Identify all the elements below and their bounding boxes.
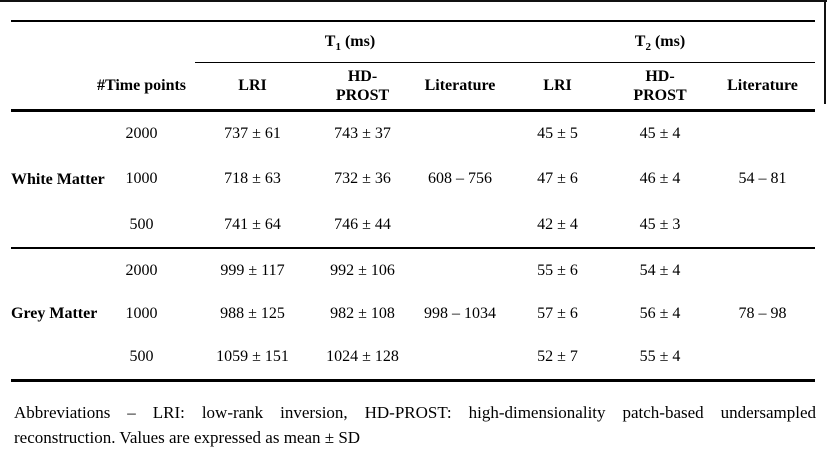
cell-t2-hd-prost: 46 ± 4 xyxy=(639,170,681,187)
hd-prost-line1: HD- xyxy=(645,67,675,85)
t1-label-subscript: 1 xyxy=(335,40,341,53)
cell-t1-lri: 737 ± 61 xyxy=(224,124,281,142)
cell-t2-lri: 47 ± 6 xyxy=(537,170,578,187)
cell-t2-literature: 54 – 81 xyxy=(738,170,787,188)
table-container: T1 (ms) T2 (ms) #Time points LRI HD- PROS… xyxy=(11,20,815,382)
cell-t1-lri: 1059 ± 151 xyxy=(216,348,289,366)
cell-t2-hd-prost: 45 ± 3 xyxy=(639,215,681,233)
header-t1-literature: Literature xyxy=(415,62,505,112)
cell-t1-hd-prost: 732 ± 36 xyxy=(334,170,391,187)
table-row: 1000 718 ± 63 732 ± 36 47 ± 6 46 ± 4 xyxy=(11,156,815,202)
cell-time-points: 1000 xyxy=(125,305,158,322)
t1-label-unit: (ms) xyxy=(340,32,376,50)
cell-t2-hd-prost: 45 ± 4 xyxy=(639,124,681,142)
cell-t1-hd-prost: 992 ± 106 xyxy=(310,247,415,292)
column-header-row: #Time points LRI HD- PROST Literature LRI… xyxy=(11,62,815,112)
cell-t1-hd-prost: 982 ± 108 xyxy=(330,305,395,322)
t2-label-base: T xyxy=(634,32,646,50)
table-row: Grey Matter 2000 999 ± 117 992 ± 106 998… xyxy=(11,247,815,380)
header-t2-lri: LRI xyxy=(505,62,610,112)
cell-t1-literature: 998 – 1034 xyxy=(415,247,505,380)
cell-time-points: 2000 xyxy=(125,124,158,142)
right-border-line xyxy=(824,0,826,104)
t2-label-unit: (ms) xyxy=(650,32,686,50)
t1-label-base: T xyxy=(324,32,336,50)
group-header-row: T1 (ms) T2 (ms) xyxy=(11,21,815,63)
cell-t1-literature: 608 – 756 xyxy=(428,170,492,188)
cell-t1-lri: 999 ± 117 xyxy=(195,247,310,292)
table-row: 1000 988 ± 125 982 ± 108 57 ± 6 56 ± 4 xyxy=(11,292,815,336)
header-t2-hd-prost: HD- PROST xyxy=(610,62,710,112)
cell-t2-lri: 45 ± 5 xyxy=(537,124,578,142)
cell-t1-lri: 988 ± 125 xyxy=(220,305,285,322)
table-row: White Matter 2000 737 ± 61 743 ± 37 608 … xyxy=(11,110,815,188)
t1-group-header: T1 (ms) xyxy=(195,21,505,63)
cell-time-points: 500 xyxy=(129,215,154,233)
empty-header-cell xyxy=(11,62,88,112)
hd-prost-line1: HD- xyxy=(347,67,378,85)
cell-t1-hd-prost: 743 ± 37 xyxy=(334,124,391,142)
cell-t1-lri: 741 ± 64 xyxy=(224,215,281,233)
empty-corner-cell xyxy=(11,21,195,62)
cell-t2-hd-prost: 56 ± 4 xyxy=(639,305,681,322)
header-time-points: #Time points xyxy=(88,62,195,112)
cell-t2-lri: 57 ± 6 xyxy=(537,305,578,322)
cell-t2-hd-prost: 55 ± 4 xyxy=(639,348,681,366)
section-label-white-matter: White Matter xyxy=(11,170,105,188)
cell-time-points: 1000 xyxy=(125,170,158,187)
cell-t1-lri: 718 ± 63 xyxy=(224,170,281,187)
header-t1-hd-prost: HD- PROST xyxy=(310,62,415,112)
section-label-grey-matter: Grey Matter xyxy=(11,247,97,380)
table-footnote: Abbreviations – LRI: low-rank inversion,… xyxy=(14,403,816,447)
hd-prost-line2: PROST xyxy=(633,86,687,104)
t2-label-subscript: 2 xyxy=(645,40,651,53)
table-row: 500 1059 ± 151 1024 ± 128 52 ± 7 55 ± 4 xyxy=(11,336,815,380)
cell-t2-literature: 78 – 98 xyxy=(710,247,815,380)
cell-time-points: 500 xyxy=(129,348,154,366)
header-t1-lri: LRI xyxy=(195,62,310,112)
top-border-line xyxy=(0,0,827,2)
t2-group-header: T2 (ms) xyxy=(505,21,815,63)
cell-t2-lri: 55 ± 6 xyxy=(505,247,610,292)
cell-time-points: 2000 xyxy=(88,247,195,292)
header-t2-literature: Literature xyxy=(710,62,815,112)
cell-t2-hd-prost: 54 ± 4 xyxy=(610,247,710,292)
cell-t1-hd-prost: 746 ± 44 xyxy=(334,215,391,233)
cell-t1-hd-prost: 1024 ± 128 xyxy=(326,348,399,366)
hd-prost-line2: PROST xyxy=(335,86,390,104)
cell-t2-lri: 42 ± 4 xyxy=(537,215,578,233)
table-row: 500 741 ± 64 746 ± 44 42 ± 4 45 ± 3 xyxy=(11,202,815,248)
results-table: T1 (ms) T2 (ms) #Time points LRI HD- PROS… xyxy=(11,20,815,382)
cell-t2-lri: 52 ± 7 xyxy=(537,348,578,366)
